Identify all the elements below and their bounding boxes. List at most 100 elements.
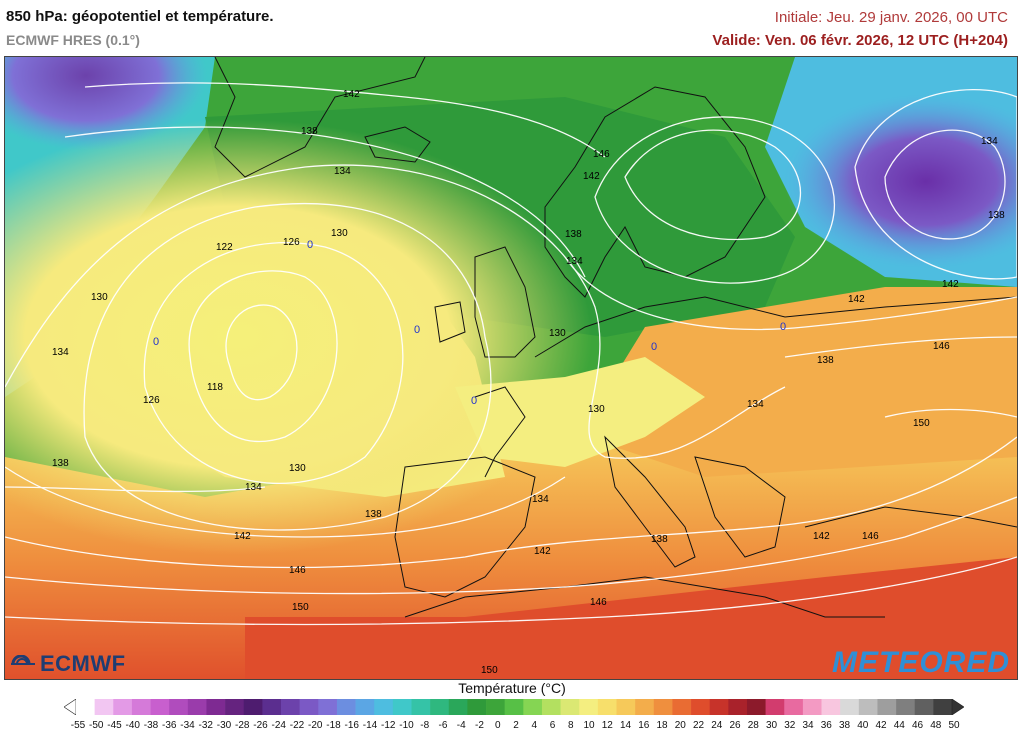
scale-swatch	[784, 699, 804, 715]
scale-swatch	[187, 699, 207, 715]
scale-tick-label: -16	[344, 720, 359, 731]
coast-ireland	[434, 301, 466, 343]
contour-label: 130	[549, 328, 566, 339]
contour-label: 134	[747, 399, 764, 410]
contour-label: 150	[913, 418, 930, 429]
scale-tick-label: 20	[674, 720, 686, 731]
scale-swatch	[262, 699, 282, 715]
scale-swatch	[802, 699, 822, 715]
coast-iceland	[364, 126, 431, 163]
scale-swatch	[746, 699, 766, 715]
contour-label: 130	[331, 228, 348, 239]
scale-swatch	[169, 699, 189, 715]
scale-tick-label: 46	[911, 720, 924, 731]
scale-tick-label: -20	[308, 720, 323, 731]
zero-marker: 0	[780, 321, 786, 333]
scale-swatch	[728, 699, 748, 715]
scale-tick-label: 14	[619, 720, 632, 731]
scale-swatch	[840, 699, 860, 715]
scale-swatch	[896, 699, 916, 715]
scale-tick-label: -30	[216, 720, 232, 731]
contour-label: 146	[593, 149, 610, 160]
scale-tick-label: -14	[362, 720, 378, 731]
ecmwf-logo: ECMWF	[10, 651, 126, 677]
scale-tick-label: 40	[857, 720, 869, 731]
contour-label: 134	[334, 166, 351, 177]
coast-africa	[404, 576, 885, 618]
model-name: ECMWF HRES (0.1°)	[6, 32, 140, 48]
scale-swatch	[448, 699, 468, 715]
scale-tick-label: 8	[567, 720, 574, 731]
isohypse-142a	[5, 436, 1017, 569]
isohypse-150a	[5, 556, 1017, 626]
scale-tick-label: 30	[765, 720, 778, 731]
isohypse-130	[83, 202, 492, 531]
scale-tick-label: -4	[456, 720, 466, 731]
scale-swatch	[877, 699, 897, 715]
scale-swatch	[243, 699, 263, 715]
contour-label: 138	[988, 210, 1005, 221]
contour-label: 134	[245, 482, 262, 493]
scale-tick-label: -55	[70, 720, 86, 731]
contour-label: 130	[588, 404, 605, 415]
scale-swatch	[113, 699, 133, 715]
scale-tick-label: 42	[875, 720, 887, 731]
scale-swatch	[76, 699, 95, 715]
scale-tick-label: 48	[930, 720, 942, 731]
contour-label: 146	[933, 341, 950, 352]
contour-label: 142	[942, 279, 959, 290]
scale-swatch	[914, 699, 934, 715]
scale-tick-label: -8	[420, 720, 430, 731]
meteored-logo: METEORED	[831, 646, 1010, 679]
scale-swatch	[150, 699, 170, 715]
weather-map[interactable]: 142 138 134 130 122 126 130 134 118 126 …	[4, 56, 1018, 680]
isohypse-138d	[854, 89, 1017, 280]
isohypse-122	[188, 270, 338, 443]
zero-marker: 0	[651, 341, 657, 353]
scale-swatch	[541, 699, 561, 715]
scale-tick-label: 18	[656, 720, 668, 731]
contour-labels: 142 138 134 130 122 126 130 134 118 126 …	[52, 89, 1005, 676]
contour-label: 142	[583, 171, 600, 182]
scale-tick-label: 12	[601, 720, 613, 731]
contour-label: 138	[817, 355, 834, 366]
scale-tick-label: -34	[180, 720, 195, 731]
ecmwf-logo-text: ECMWF	[40, 651, 126, 676]
contour-label: 142	[234, 531, 251, 542]
contour-label: 126	[143, 395, 160, 406]
scale-right-arrow	[951, 699, 964, 715]
contour-label: 118	[207, 382, 223, 393]
scale-swatch	[374, 699, 394, 715]
scale-tick-label: -28	[235, 720, 250, 731]
scale-tick-label: 32	[784, 720, 796, 731]
scale-tick-label: -45	[107, 720, 122, 731]
field-cold-west	[5, 57, 1017, 679]
isohypse-146a	[5, 496, 1017, 595]
initial-time: Initiale: Jeu. 29 janv. 2026, 00 UTC	[774, 9, 1008, 26]
isohypse-142c	[594, 116, 836, 284]
scale-swatch	[579, 699, 599, 715]
scale-swatch	[653, 699, 673, 715]
scale-swatch	[411, 699, 431, 715]
contour-label: 122	[216, 242, 233, 253]
contour-label: 146	[862, 531, 879, 542]
scale-swatch	[355, 699, 375, 715]
contour-label: 134	[981, 136, 998, 147]
contour-label: 146	[289, 565, 306, 576]
coast-turkey	[804, 506, 1017, 528]
scale-tick-label: -36	[162, 720, 177, 731]
scale-swatch	[299, 699, 319, 715]
scale-tick-label: 6	[549, 720, 556, 731]
scale-tick-label: 44	[893, 720, 905, 731]
scale-tick-label: 2	[513, 720, 519, 731]
scale-swatch	[523, 699, 543, 715]
scale-swatch	[616, 699, 636, 715]
scale-swatch	[691, 699, 710, 715]
contour-label: 130	[91, 292, 108, 303]
contour-label: 138	[651, 534, 668, 545]
contour-label: 150	[481, 665, 498, 676]
scale-tick-label: -18	[326, 720, 341, 731]
contour-label: 134	[52, 347, 69, 358]
scale-swatch	[281, 699, 300, 715]
scale-tick-label: 0	[494, 720, 501, 731]
